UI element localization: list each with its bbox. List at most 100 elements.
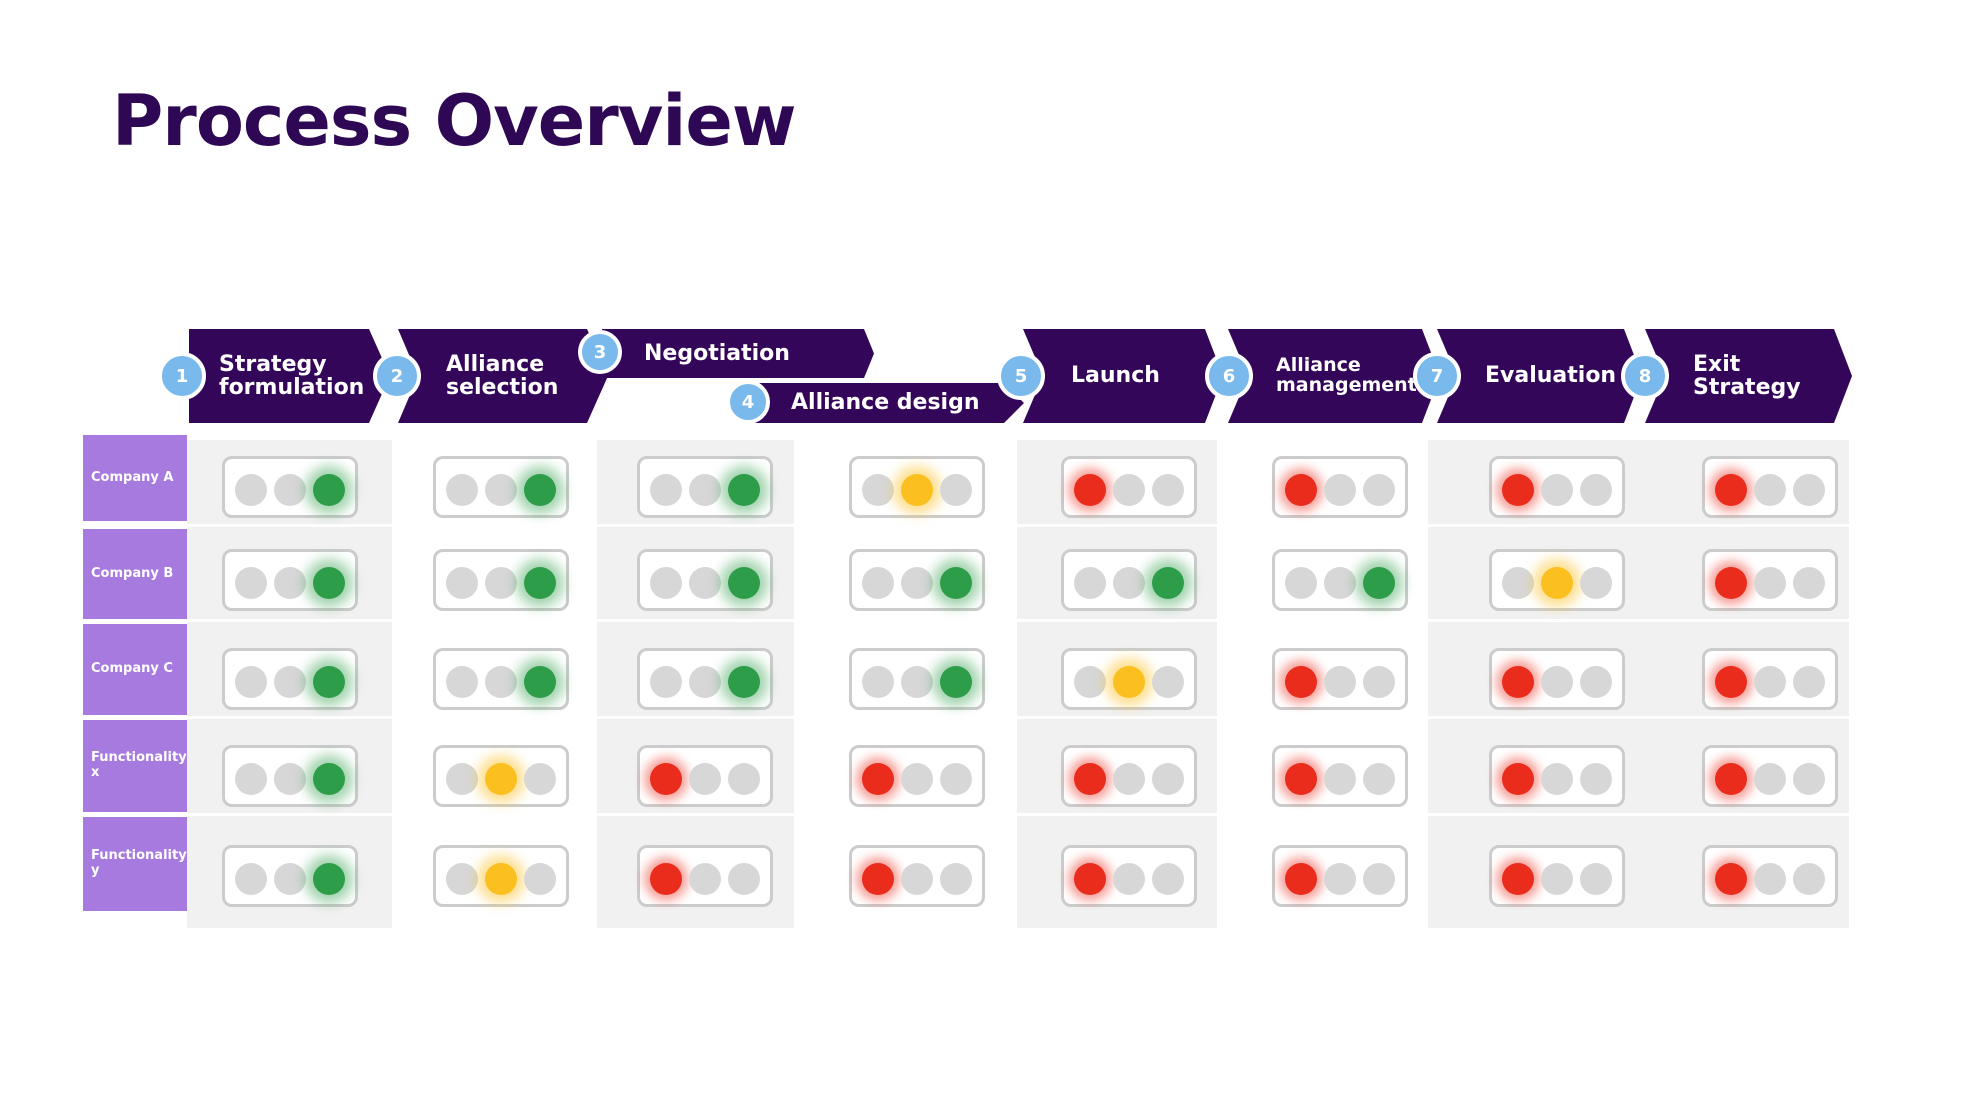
green-light <box>313 567 345 599</box>
green-light <box>524 474 556 506</box>
red-light <box>862 863 894 895</box>
green-light <box>1152 567 1184 599</box>
off-light <box>901 763 933 795</box>
off-light <box>524 763 556 795</box>
row-separator <box>83 716 1881 719</box>
traffic-light-4-6 <box>1272 745 1408 807</box>
traffic-light-5-6 <box>1272 845 1408 907</box>
off-light <box>862 567 894 599</box>
traffic-light-2-4 <box>849 549 985 611</box>
red-light <box>1715 863 1747 895</box>
red-light <box>1502 863 1534 895</box>
traffic-light-4-5 <box>1061 745 1197 807</box>
traffic-light-2-6 <box>1272 549 1408 611</box>
stage-number-7: 7 <box>1413 352 1461 400</box>
traffic-light-5-5 <box>1061 845 1197 907</box>
off-light <box>1541 863 1573 895</box>
green-light <box>313 666 345 698</box>
green-light <box>313 863 345 895</box>
stage-chevron-5: Launch <box>1023 329 1223 423</box>
traffic-light-5-2 <box>433 845 569 907</box>
stage-number-5: 5 <box>997 352 1045 400</box>
off-light <box>650 666 682 698</box>
off-light <box>650 567 682 599</box>
amber-light <box>485 863 517 895</box>
stage-label-1: Strategy formulation <box>219 351 365 400</box>
stage-label-3: Negotiation <box>644 340 790 366</box>
green-light <box>728 474 760 506</box>
red-light <box>1285 474 1317 506</box>
off-light <box>1541 763 1573 795</box>
stage-chevron-4: Alliance design <box>749 383 1024 423</box>
traffic-light-1-6 <box>1272 456 1408 518</box>
off-light <box>1152 474 1184 506</box>
row-label-2: Company B <box>83 529 187 619</box>
off-light <box>1793 863 1825 895</box>
traffic-light-1-3 <box>637 456 773 518</box>
stage-number-4: 4 <box>726 380 770 424</box>
traffic-light-5-1 <box>222 845 358 907</box>
red-light <box>1715 474 1747 506</box>
off-light <box>1580 863 1612 895</box>
traffic-light-4-8 <box>1702 745 1838 807</box>
red-light <box>1074 474 1106 506</box>
off-light <box>1363 666 1395 698</box>
stage-label-8: Exit Strategy <box>1693 351 1801 400</box>
green-light <box>940 666 972 698</box>
traffic-light-5-8 <box>1702 845 1838 907</box>
traffic-light-3-7 <box>1489 648 1625 710</box>
green-light <box>940 567 972 599</box>
stage-number-3: 3 <box>578 330 622 374</box>
off-light <box>1152 763 1184 795</box>
stage-label-5: Launch <box>1071 363 1160 389</box>
off-light <box>235 666 267 698</box>
red-light <box>1502 474 1534 506</box>
off-light <box>689 666 721 698</box>
traffic-light-2-8 <box>1702 549 1838 611</box>
off-light <box>728 863 760 895</box>
off-light <box>1541 474 1573 506</box>
stage-chevron-8: Exit Strategy <box>1645 329 1852 423</box>
green-light <box>728 666 760 698</box>
row-label-4: Functionality x <box>83 720 187 812</box>
off-light <box>446 567 478 599</box>
traffic-light-5-3 <box>637 845 773 907</box>
off-light <box>1324 567 1356 599</box>
stage-chevron-6: Alliance management <box>1228 329 1440 423</box>
off-light <box>1363 763 1395 795</box>
red-light <box>650 863 682 895</box>
stage-number-1: 1 <box>158 352 206 400</box>
off-light <box>446 863 478 895</box>
row-label-5: Functionality y <box>83 817 187 911</box>
off-light <box>689 763 721 795</box>
red-light <box>862 763 894 795</box>
off-light <box>274 666 306 698</box>
stage-chevron-2: Alliance selection <box>398 329 608 423</box>
red-light <box>1715 763 1747 795</box>
red-light <box>1074 863 1106 895</box>
stage-label-7: Evaluation <box>1485 363 1617 389</box>
off-light <box>1754 763 1786 795</box>
red-light <box>1715 567 1747 599</box>
off-light <box>940 763 972 795</box>
green-light <box>524 567 556 599</box>
off-light <box>235 863 267 895</box>
stage-number-6: 6 <box>1205 352 1253 400</box>
off-light <box>1580 763 1612 795</box>
red-light <box>1715 666 1747 698</box>
off-light <box>1113 567 1145 599</box>
off-light <box>1324 863 1356 895</box>
off-light <box>1113 863 1145 895</box>
traffic-light-3-4 <box>849 648 985 710</box>
off-light <box>1541 666 1573 698</box>
green-light <box>313 763 345 795</box>
stage-chevron-3: Negotiation <box>602 329 874 378</box>
row-label-3: Company C <box>83 624 187 715</box>
row-separator <box>83 813 1881 816</box>
off-light <box>1793 567 1825 599</box>
red-light <box>1502 763 1534 795</box>
off-light <box>274 763 306 795</box>
off-light <box>728 763 760 795</box>
stage-chevron-1: Strategy formulation <box>189 329 390 423</box>
off-light <box>446 666 478 698</box>
